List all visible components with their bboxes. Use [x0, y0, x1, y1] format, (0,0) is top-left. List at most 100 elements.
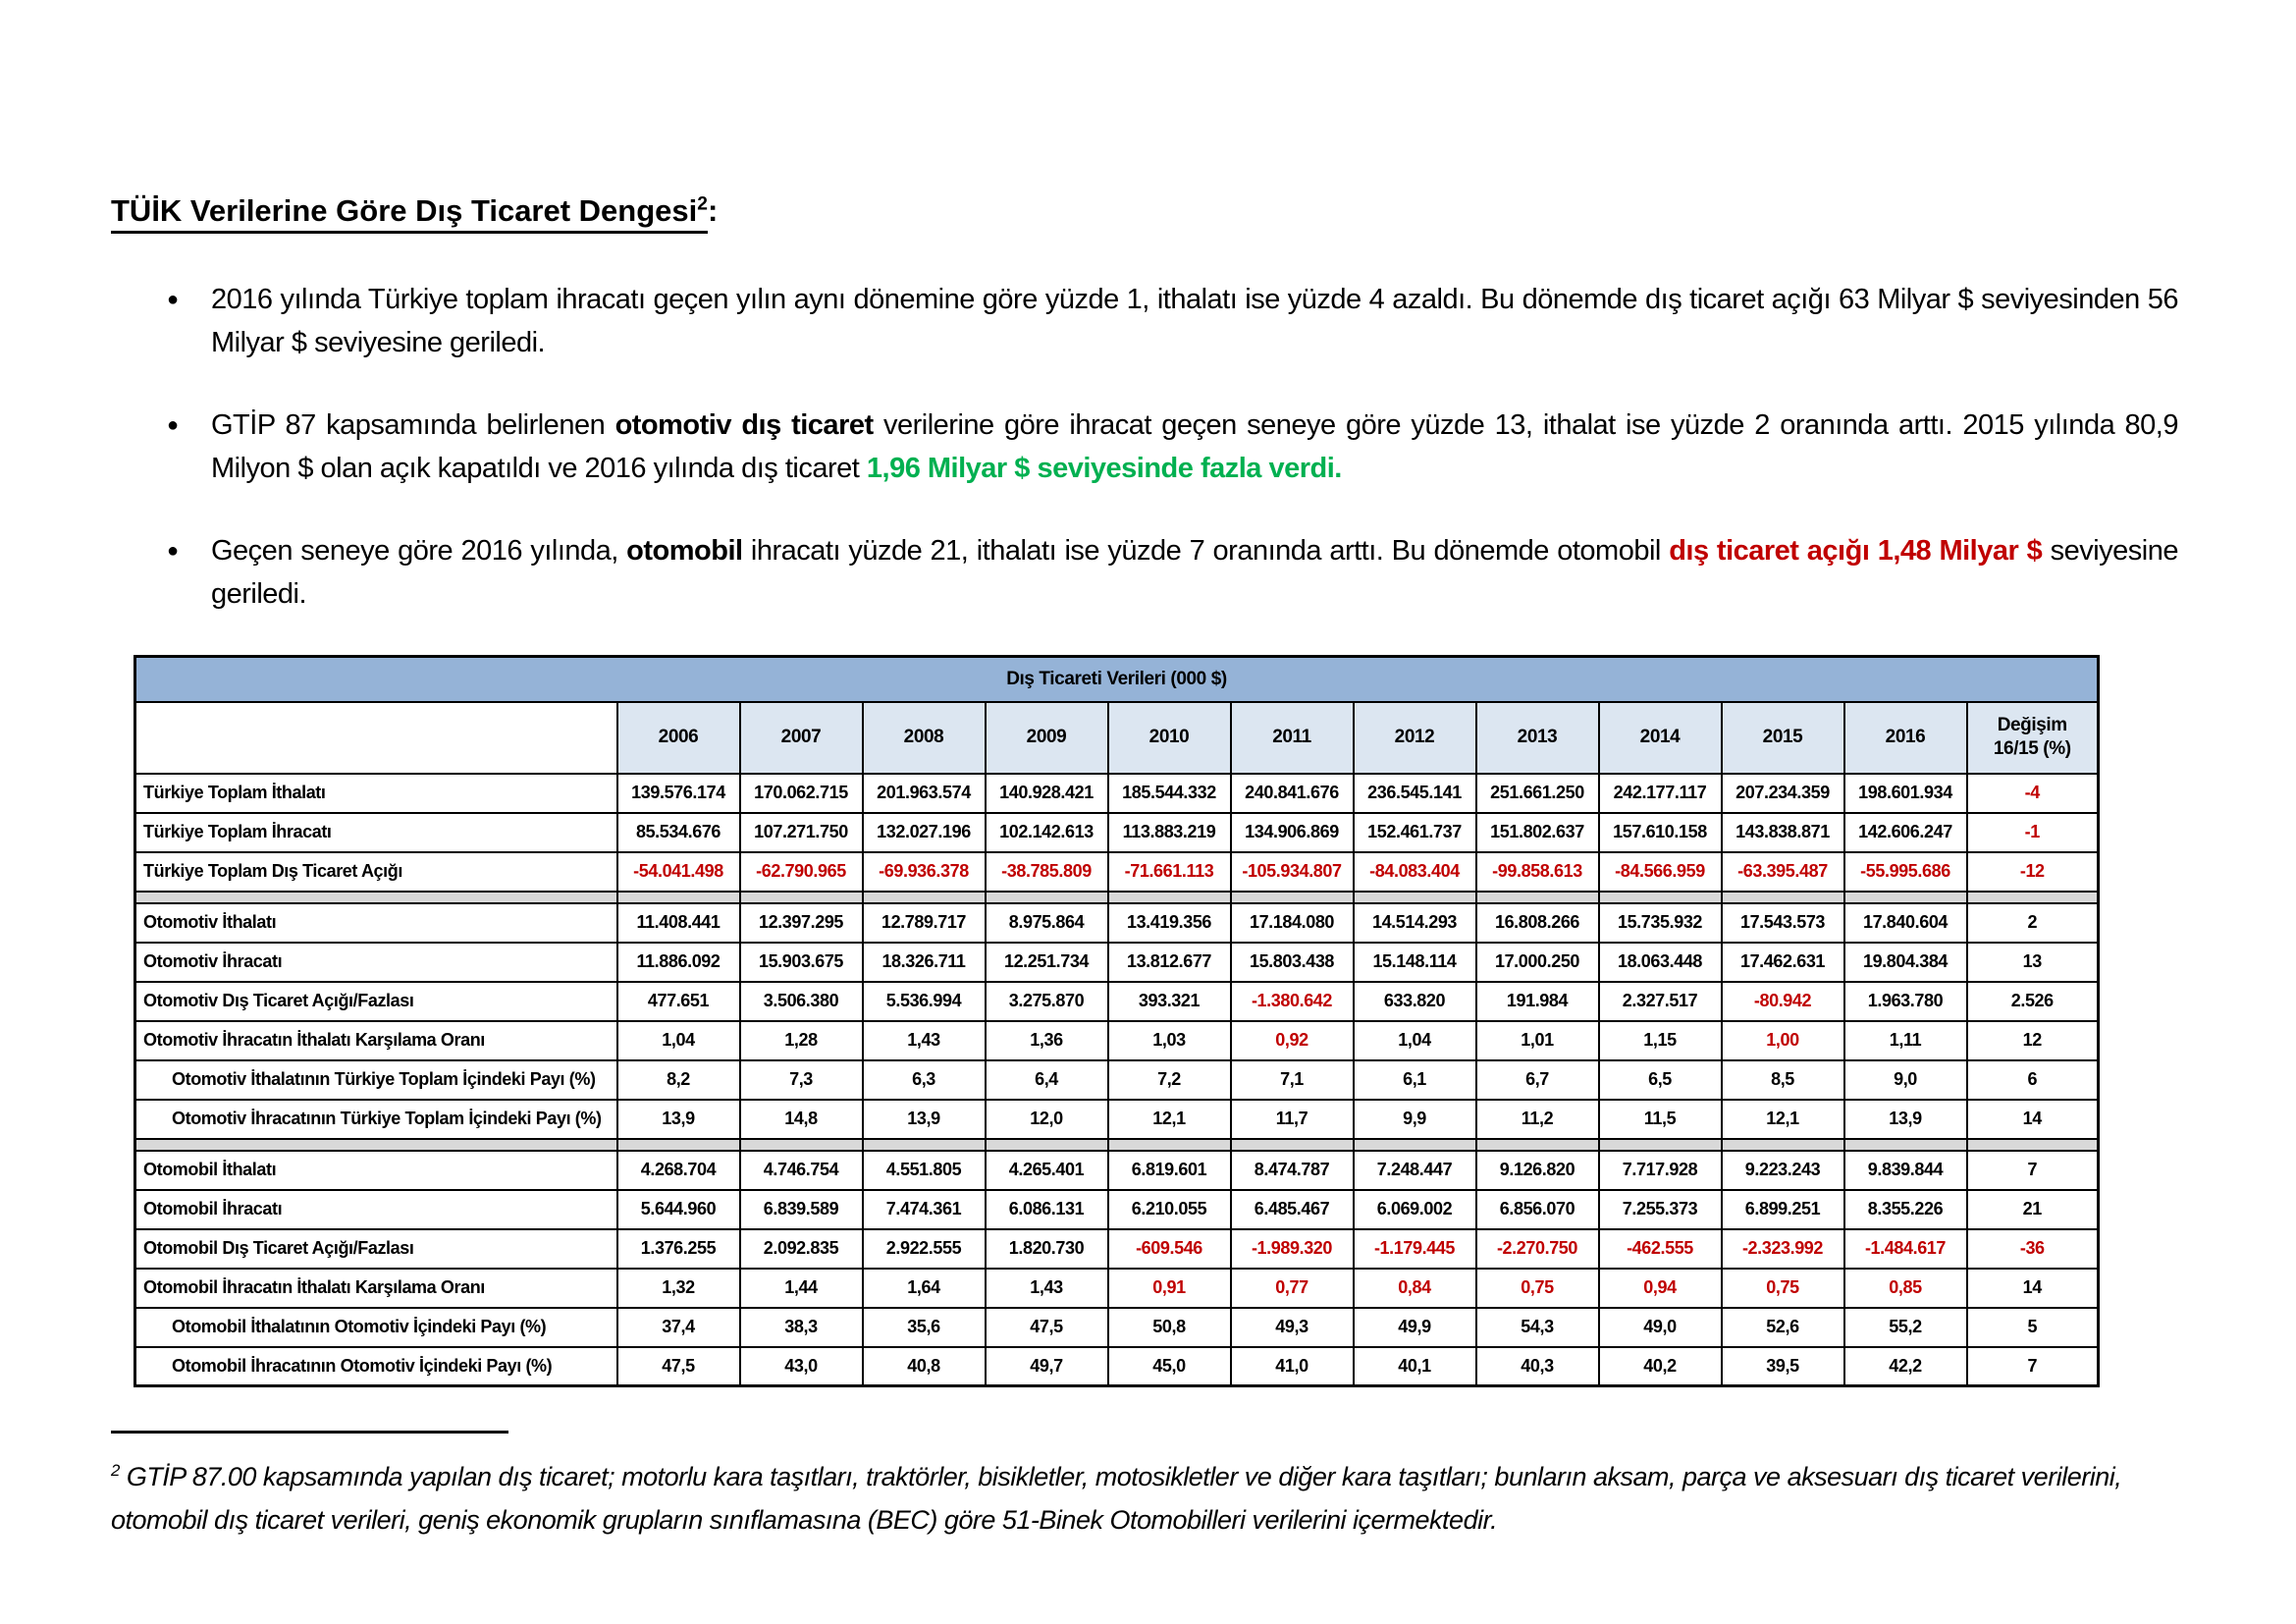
- value-cell: 393.321: [1106, 980, 1232, 1022]
- value-cell: 6.856.070: [1474, 1188, 1600, 1230]
- bullet-text: 2016 yılında Türkiye toplam ihracatı geç…: [211, 278, 2179, 364]
- value-cell: -105.934.807: [1229, 850, 1355, 893]
- value-cell: 6,7: [1474, 1058, 1600, 1101]
- value-cell: 152.461.737: [1352, 811, 1477, 853]
- row-label: Otomotiv İhracatının Türkiye Toplam İçin…: [133, 1098, 618, 1140]
- value-cell: 4.268.704: [615, 1149, 741, 1191]
- bullet-item: ● Geçen seneye göre 2016 yılında, otomobi…: [167, 529, 2178, 616]
- change-cell: 7: [1965, 1149, 2100, 1191]
- value-cell: 1,04: [615, 1019, 741, 1061]
- value-cell: 191.984: [1474, 980, 1600, 1022]
- footnote-body: GTİP 87.00 kapsamında yapılan dış ticare…: [111, 1462, 2122, 1535]
- year-column-header: 2014: [1597, 700, 1723, 775]
- separator-cell: [984, 1137, 1109, 1152]
- separator-cell: [1352, 890, 1477, 904]
- value-cell: 40,8: [861, 1345, 987, 1387]
- text-segment: 2016 yılında Türkiye toplam ihracatı geç…: [211, 284, 2179, 358]
- text-segment: Geçen seneye göre 2016 yılında,: [211, 535, 627, 567]
- value-cell: 13.812.677: [1106, 941, 1232, 983]
- year-column-header: 2009: [984, 700, 1109, 775]
- value-cell: 8,5: [1720, 1058, 1845, 1101]
- value-cell: 15.735.932: [1597, 901, 1723, 944]
- change-column-header: Değişim 16/15 (%): [1965, 700, 2100, 775]
- year-column-header: 2008: [861, 700, 987, 775]
- year-column-header: 2012: [1352, 700, 1477, 775]
- value-cell: 139.576.174: [615, 772, 741, 814]
- value-cell: 17.462.631: [1720, 941, 1845, 983]
- value-cell: 16.808.266: [1474, 901, 1600, 944]
- value-cell: 0,75: [1720, 1267, 1845, 1309]
- value-cell: 1.820.730: [984, 1227, 1109, 1270]
- value-cell: 17.543.573: [1720, 901, 1845, 944]
- separator-cell: [1720, 1137, 1845, 1152]
- value-cell: 1.963.780: [1842, 980, 1968, 1022]
- value-cell: 17.000.250: [1474, 941, 1600, 983]
- value-cell: 52,6: [1720, 1306, 1845, 1348]
- text-segment: otomobil: [626, 535, 743, 567]
- value-cell: 157.610.158: [1597, 811, 1723, 853]
- year-column-header: 2006: [615, 700, 741, 775]
- value-cell: 15.903.675: [738, 941, 864, 983]
- section-separator-row: [133, 890, 2100, 904]
- value-cell: 49,9: [1352, 1306, 1477, 1348]
- value-cell: 4.551.805: [861, 1149, 987, 1191]
- value-cell: 2.922.555: [861, 1227, 987, 1270]
- change-cell: 12: [1965, 1019, 2100, 1061]
- bullet-list: ● 2016 yılında Türkiye toplam ihracatı ge…: [111, 278, 2179, 616]
- value-cell: 0,84: [1352, 1267, 1477, 1309]
- table-row: Türkiye Toplam İthalatı 139.576.174 170.06…: [133, 772, 2100, 814]
- value-cell: 8.975.864: [984, 901, 1109, 944]
- value-cell: 1,00: [1720, 1019, 1845, 1061]
- separator-cell: [1229, 1137, 1355, 1152]
- year-column-header: 2011: [1229, 700, 1355, 775]
- separator-cell: [738, 1137, 864, 1152]
- separator-cell: [1474, 890, 1600, 904]
- column-header-row: 2006 2007 2008 2009 2010 2011 2012 2013 2014 2015…: [133, 700, 2100, 775]
- value-cell: 132.027.196: [861, 811, 987, 853]
- separator-cell: [615, 890, 741, 904]
- value-cell: 5.536.994: [861, 980, 987, 1022]
- year-column-header: 2007: [738, 700, 864, 775]
- value-cell: 0,77: [1229, 1267, 1355, 1309]
- value-cell: 140.928.421: [984, 772, 1109, 814]
- value-cell: 1,43: [984, 1267, 1109, 1309]
- change-cell: 5: [1965, 1306, 2100, 1348]
- change-cell: -36: [1965, 1227, 2100, 1270]
- value-cell: 45,0: [1106, 1345, 1232, 1387]
- text-segment: seviyesine geriledi.: [211, 535, 2178, 610]
- value-cell: 7.474.361: [861, 1188, 987, 1230]
- table-title-row: Dış Ticareti Verileri (000 $): [133, 655, 2100, 703]
- value-cell: 12,0: [984, 1098, 1109, 1140]
- value-cell: 6,1: [1352, 1058, 1477, 1101]
- bullet-item: ● 2016 yılında Türkiye toplam ihracatı ge…: [167, 278, 2179, 364]
- value-cell: 113.883.219: [1106, 811, 1232, 853]
- value-cell: 11.886.092: [615, 941, 741, 983]
- value-cell: 47,5: [984, 1306, 1109, 1348]
- separator-cell: [1106, 890, 1232, 904]
- value-cell: 201.963.574: [861, 772, 987, 814]
- table-row: Türkiye Toplam Dış Ticaret Açığı -54.041.…: [133, 850, 2100, 893]
- value-cell: -462.555: [1597, 1227, 1723, 1270]
- separator-cell: [615, 1137, 741, 1152]
- table-row: Otomobil İthalatı 4.268.704 4.746.754 4.551…: [133, 1149, 2100, 1191]
- separator-cell: [861, 890, 987, 904]
- value-cell: 15.148.114: [1352, 941, 1477, 983]
- value-cell: 170.062.715: [738, 772, 864, 814]
- value-cell: 0,75: [1474, 1267, 1600, 1309]
- separator-cell: [1474, 1137, 1600, 1152]
- table-row: Otomobil İhracatı 5.644.960 6.839.589 7.474…: [133, 1188, 2100, 1230]
- separator-cell: [1597, 1137, 1723, 1152]
- row-label: Otomobil İhracatın İthalatı Karşılama Or…: [133, 1267, 618, 1309]
- bullet-icon: ●: [167, 414, 180, 436]
- change-cell: -12: [1965, 850, 2100, 893]
- value-cell: 143.838.871: [1720, 811, 1845, 853]
- value-cell: 8.474.787: [1229, 1149, 1355, 1191]
- value-cell: 2.092.835: [738, 1227, 864, 1270]
- change-header-line: Değişim: [1997, 715, 2068, 736]
- value-cell: 9,0: [1842, 1058, 1968, 1101]
- value-cell: 7,1: [1229, 1058, 1355, 1101]
- value-cell: 7,3: [738, 1058, 864, 1101]
- value-cell: 11,2: [1474, 1098, 1600, 1140]
- value-cell: 134.906.869: [1229, 811, 1355, 853]
- separator-cell: [1965, 890, 2100, 904]
